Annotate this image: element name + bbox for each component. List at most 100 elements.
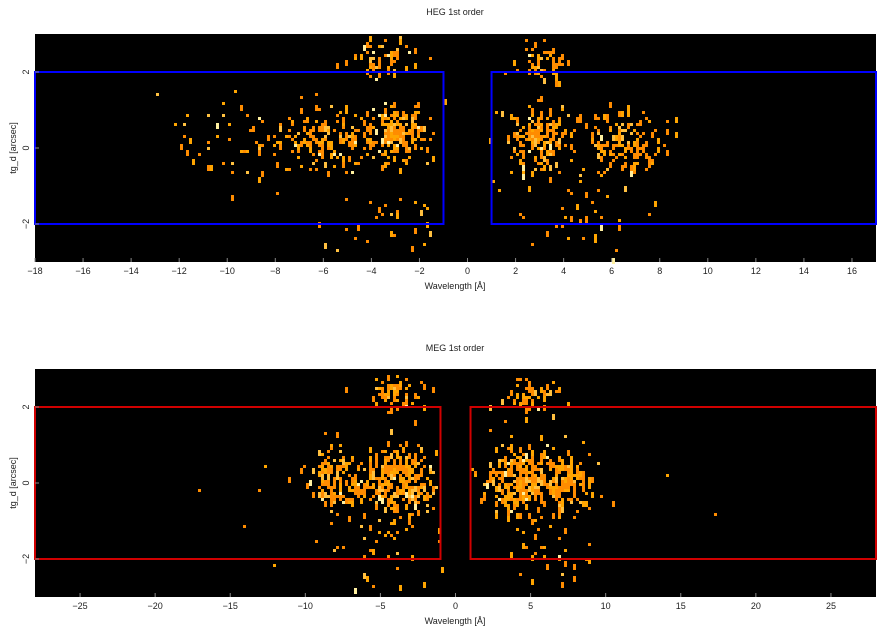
heg-event-pixel: [294, 144, 297, 147]
meg-event-pixel: [402, 471, 405, 474]
heg-event-pixel: [414, 144, 417, 150]
meg-event-pixel: [336, 546, 339, 549]
heg-event-pixel: [603, 171, 606, 174]
heg-event-pixel: [618, 126, 621, 129]
heg-event-pixel: [357, 228, 360, 231]
meg-event-pixel: [522, 402, 525, 405]
heg-event-pixel: [378, 63, 381, 69]
meg-event-pixel: [519, 447, 522, 453]
meg-event-pixel: [555, 468, 558, 474]
meg-event-pixel: [432, 492, 435, 495]
meg-event-pixel: [402, 447, 405, 450]
heg-event-pixel: [342, 162, 345, 168]
meg-event-pixel: [405, 399, 408, 402]
meg-event-pixel: [381, 468, 384, 471]
heg-event-pixel: [324, 162, 327, 168]
meg-event-pixel: [534, 390, 537, 396]
heg-event-pixel: [354, 114, 357, 117]
heg-event-pixel: [372, 51, 375, 54]
meg-event-pixel: [528, 408, 531, 411]
meg-event-pixel: [582, 486, 585, 492]
meg-event-pixel: [264, 465, 267, 468]
meg-event-pixel: [363, 468, 366, 471]
heg-event-pixel: [342, 138, 345, 144]
meg-event-pixel: [561, 477, 564, 480]
heg-event-pixel: [384, 138, 387, 144]
meg-event-pixel: [333, 477, 336, 480]
meg-event-pixel: [303, 465, 306, 468]
meg-event-pixel: [378, 531, 381, 534]
meg-event-pixel: [408, 489, 411, 495]
meg-event-pixel: [426, 495, 429, 501]
heg-event-pixel: [336, 120, 339, 123]
heg-event-pixel: [537, 126, 540, 129]
heg-event-pixel: [288, 129, 291, 132]
meg-event-pixel: [501, 471, 504, 477]
heg-event-pixel: [444, 99, 447, 105]
heg-event-pixel: [186, 114, 189, 117]
heg-event-pixel: [369, 45, 372, 48]
heg-event-pixel: [291, 120, 294, 123]
meg-event-pixel: [549, 489, 552, 492]
heg-event-pixel: [510, 156, 513, 159]
meg-event-pixel: [333, 459, 336, 462]
meg-event-pixel: [552, 414, 555, 420]
heg-event-pixel: [405, 144, 408, 147]
heg-event-pixel: [531, 114, 534, 117]
meg-event-pixel: [324, 492, 327, 498]
meg-event-pixel: [396, 531, 399, 534]
meg-event-pixel: [567, 489, 570, 492]
meg-event-pixel: [540, 498, 543, 504]
heg-event-pixel: [390, 213, 393, 216]
meg-event-pixel: [318, 486, 321, 489]
heg-event-pixel: [309, 168, 312, 171]
heg-event-pixel: [576, 117, 579, 123]
meg-event-pixel: [513, 480, 516, 483]
meg-x-tick-label: 10: [601, 601, 611, 611]
heg-event-pixel: [579, 174, 582, 177]
heg-event-pixel: [585, 216, 588, 219]
meg-event-pixel: [369, 462, 372, 465]
heg-x-tick-label: 14: [799, 266, 809, 276]
meg-event-pixel: [552, 447, 555, 450]
heg-event-pixel: [279, 126, 282, 132]
heg-event-pixel: [528, 54, 531, 57]
meg-y-axis: −2 0 2: [21, 404, 39, 564]
heg-event-pixel: [630, 171, 633, 177]
meg-event-pixel: [378, 387, 381, 390]
meg-event-pixel: [333, 480, 336, 483]
heg-event-pixel: [549, 111, 552, 117]
heg-event-pixel: [393, 144, 396, 150]
meg-event-pixel: [525, 387, 528, 390]
heg-event-pixel: [285, 135, 288, 138]
meg-event-pixel: [522, 393, 525, 396]
meg-event-pixel: [519, 402, 522, 408]
meg-event-pixel: [324, 468, 327, 474]
heg-x-tick-label: −14: [123, 266, 138, 276]
meg-plot-area: [35, 369, 876, 597]
meg-event-pixel: [552, 495, 555, 498]
heg-event-pixel: [246, 150, 249, 153]
heg-y-tick-label: −2: [21, 219, 31, 229]
heg-event-pixel: [630, 165, 633, 171]
heg-event-pixel: [546, 150, 549, 153]
heg-event-pixel: [384, 117, 387, 120]
heg-event-pixel: [381, 138, 384, 144]
heg-event-pixel: [411, 135, 414, 138]
meg-event-pixel: [339, 459, 342, 462]
meg-event-pixel: [396, 510, 399, 513]
meg-event-pixel: [555, 483, 558, 486]
meg-event-pixel: [414, 393, 417, 399]
meg-event-pixel: [552, 486, 555, 492]
meg-event-pixel: [492, 468, 495, 474]
meg-event-pixel: [513, 504, 516, 510]
meg-event-pixel: [564, 468, 567, 471]
meg-event-pixel: [390, 507, 393, 510]
heg-x-tick-label: 12: [751, 266, 761, 276]
meg-event-pixel: [360, 480, 363, 483]
heg-event-pixel: [561, 108, 564, 111]
meg-event-pixel: [507, 516, 510, 522]
meg-event-pixel: [339, 465, 342, 468]
heg-event-pixel: [432, 132, 435, 135]
heg-event-pixel: [372, 57, 375, 60]
